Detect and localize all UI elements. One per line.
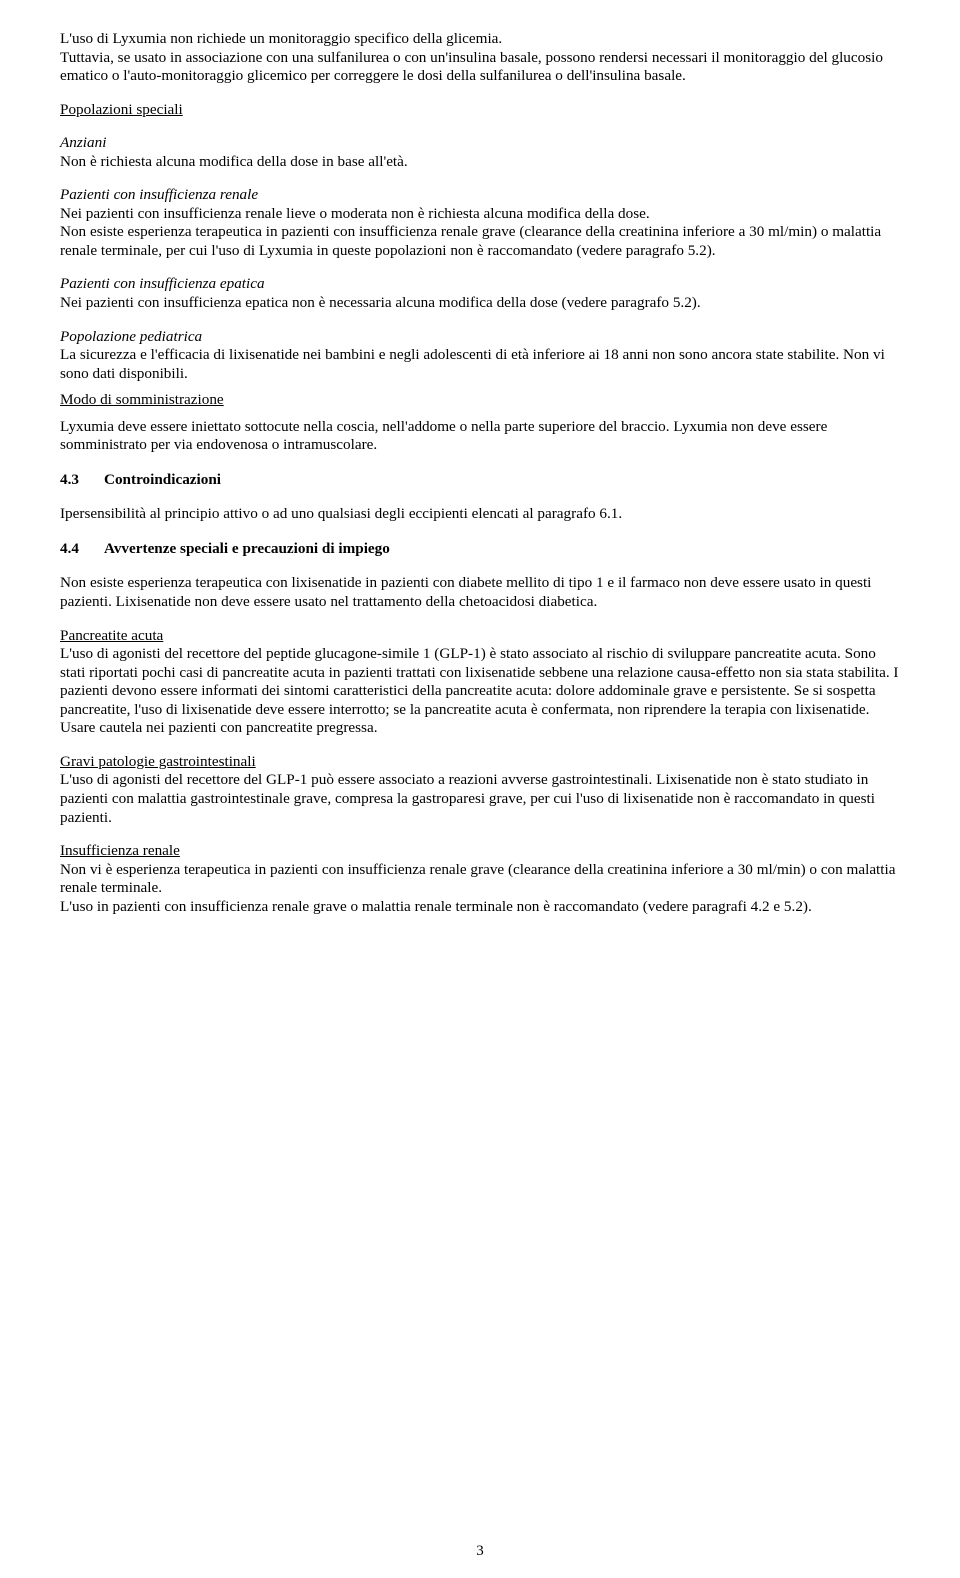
renal-label-text: Pazienti con insufficienza renale	[60, 186, 258, 203]
renal-text-2: Non esiste esperienza terapeutica in paz…	[60, 223, 900, 260]
admin-mode-heading-text: Modo di somministrazione	[60, 391, 224, 408]
pancreatitis-heading-text: Pancreatite acuta	[60, 627, 163, 644]
section-4-4-number: 4.4	[60, 540, 104, 559]
gi-heading: Gravi patologie gastrointestinali	[60, 753, 900, 772]
pancreatitis-heading: Pancreatite acuta	[60, 627, 900, 646]
elderly-label-text: Anziani	[60, 134, 106, 151]
section-4-3-heading: 4.3 Controindicazioni	[60, 471, 900, 490]
gi-heading-text: Gravi patologie gastrointestinali	[60, 753, 256, 770]
admin-mode-heading: Modo di somministrazione	[60, 391, 900, 410]
pediatric-text: La sicurezza e l'efficacia di lixisenati…	[60, 346, 900, 383]
special-populations-heading-text: Popolazioni speciali	[60, 101, 183, 118]
gi-text: L'uso di agonisti del recettore del GLP-…	[60, 771, 900, 827]
intro-para-2: Tuttavia, se usato in associazione con u…	[60, 49, 900, 86]
pediatric-label: Popolazione pediatrica	[60, 328, 900, 347]
page-number: 3	[0, 1542, 960, 1560]
intro-para-1: L'uso di Lyxumia non richiede un monitor…	[60, 30, 900, 49]
section-4-3-text: Ipersensibilità al principio attivo o ad…	[60, 505, 900, 524]
pediatric-label-text: Popolazione pediatrica	[60, 328, 202, 345]
renal-text-1: Nei pazienti con insufficienza renale li…	[60, 205, 900, 224]
hepatic-text: Nei pazienti con insufficienza epatica n…	[60, 294, 900, 313]
section-4-4-title: Avvertenze speciali e precauzioni di imp…	[104, 540, 390, 559]
hepatic-label-text: Pazienti con insufficienza epatica	[60, 275, 265, 292]
renal-insuff-heading: Insufficienza renale	[60, 842, 900, 861]
section-4-3-number: 4.3	[60, 471, 104, 490]
elderly-label: Anziani	[60, 134, 900, 153]
admin-mode-text: Lyxumia deve essere iniettato sottocute …	[60, 418, 900, 455]
special-populations-heading: Popolazioni speciali	[60, 101, 900, 120]
elderly-text: Non è richiesta alcuna modifica della do…	[60, 153, 900, 172]
document-page: L'uso di Lyxumia non richiede un monitor…	[0, 0, 960, 1578]
pancreatitis-text: L'uso di agonisti del recettore del pept…	[60, 645, 900, 738]
section-4-4-text: Non esiste esperienza terapeutica con li…	[60, 574, 900, 611]
renal-label: Pazienti con insufficienza renale	[60, 186, 900, 205]
section-4-4-heading: 4.4 Avvertenze speciali e precauzioni di…	[60, 540, 900, 559]
renal-insuff-text-1: Non vi è esperienza terapeutica in pazie…	[60, 861, 900, 898]
hepatic-label: Pazienti con insufficienza epatica	[60, 275, 900, 294]
section-4-3-title: Controindicazioni	[104, 471, 221, 490]
renal-insuff-heading-text: Insufficienza renale	[60, 842, 180, 859]
renal-insuff-text-2: L'uso in pazienti con insufficienza rena…	[60, 898, 900, 917]
